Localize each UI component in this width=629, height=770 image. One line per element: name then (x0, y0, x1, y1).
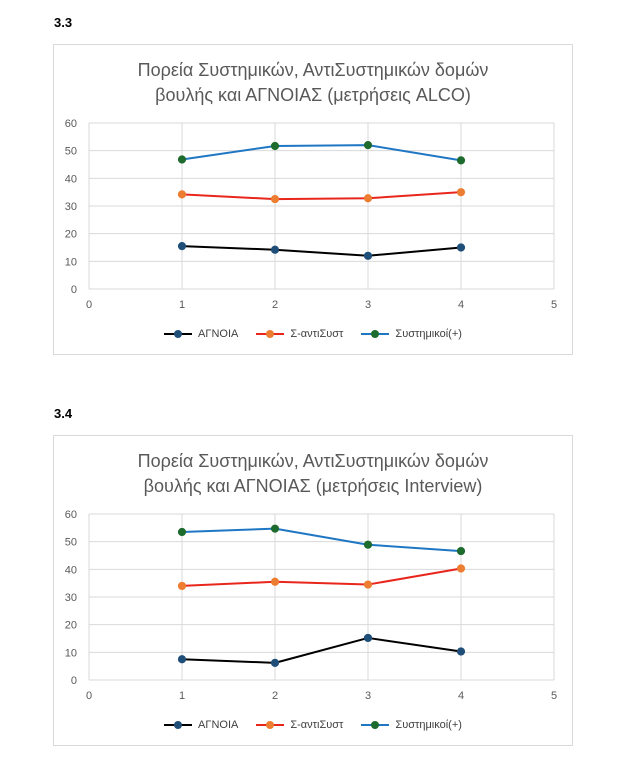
data-point-συστημικο (363, 141, 373, 150)
legend-item: ΑΓΝΟΙΑ (164, 719, 238, 731)
chart-panel-interview: Πορεία Συστημικών, ΑντιΣυστημικών δομών … (53, 435, 573, 746)
series-line-αγνοια (181, 636, 462, 664)
data-point-αγνοια (270, 245, 280, 254)
series-line-συστημικο (181, 144, 462, 162)
legend-swatch (361, 329, 390, 339)
x-tick-label: 5 (551, 690, 557, 702)
data-point-αγνοια (456, 243, 466, 252)
data-point-σ-αντισυστ (456, 564, 466, 573)
x-tick-label: 3 (365, 299, 371, 311)
x-tick-label: 4 (458, 690, 464, 702)
chart-legend: ΑΓΝΟΙΑ Σ-αντιΣυστ Συστημικοί(+) (54, 328, 572, 340)
y-tick-label: 0 (71, 675, 77, 687)
data-point-συστημικο (270, 141, 280, 151)
y-tick-label: 20 (65, 229, 77, 241)
legend-label: Συστημικοί(+) (395, 328, 462, 340)
data-point-συστημικο (363, 540, 373, 549)
chart-title: Πορεία Συστημικών, ΑντιΣυστημικών δομών … (137, 451, 489, 496)
data-point-συστημικο (177, 527, 187, 537)
data-point-αγνοια (456, 647, 466, 656)
y-tick-label: 30 (65, 592, 77, 604)
x-tick-label: 5 (551, 299, 557, 311)
y-tick-label: 40 (65, 173, 77, 185)
chart-title: Πορεία Συστημικών, ΑντιΣυστημικών δομών … (137, 60, 489, 105)
y-tick-label: 60 (65, 509, 77, 521)
x-tick-label: 1 (179, 299, 185, 311)
x-tick-label: 0 (86, 690, 92, 702)
data-point-συστημικο (456, 546, 466, 556)
data-point-συστημικο (177, 155, 187, 164)
y-tick-label: 50 (65, 146, 77, 158)
x-tick-label: 4 (458, 299, 464, 311)
x-tick-label: 2 (272, 690, 278, 702)
x-tick-label: 0 (86, 299, 92, 311)
x-tick-label: 2 (272, 299, 278, 311)
chart-plot-area: 0 10 20 30 40 50 60 0 1 2 3 4 5 (65, 118, 557, 311)
chart-panel-alco: Πορεία Συστημικών, ΑντιΣυστημικών δομών … (53, 44, 573, 355)
data-point-σ-αντισυστ (177, 581, 187, 591)
data-point-αγνοια (270, 658, 280, 667)
x-tick-label: 3 (365, 690, 371, 702)
y-tick-label: 60 (65, 118, 77, 130)
legend-swatch (164, 720, 193, 730)
series-line-αγνοια (181, 245, 462, 257)
data-point-αγνοια (177, 655, 187, 664)
legend-label: ΑΓΝΟΙΑ (198, 328, 239, 340)
y-tick-label: 10 (65, 647, 77, 659)
legend-item: Σ-αντιΣυστ (256, 719, 343, 731)
section-label-3-4: 3.4 (54, 406, 73, 421)
y-tick-label: 20 (65, 620, 77, 632)
legend-label: ΑΓΝΟΙΑ (198, 719, 239, 731)
y-tick-label: 50 (65, 537, 77, 549)
legend-item: Συστημικοί(+) (361, 719, 462, 731)
data-point-αγνοια (363, 251, 373, 260)
data-point-σ-αντισυστ (270, 577, 280, 586)
legend-swatch (256, 720, 285, 730)
data-point-σ-αντισυστ (363, 194, 373, 203)
data-point-σ-αντισυστ (270, 194, 280, 204)
series-line-σ-αντισυστ (181, 191, 462, 201)
legend-label: Συστημικοί(+) (395, 719, 462, 731)
x-tick-label: 1 (179, 690, 185, 702)
chart-plot-area: 0 10 20 30 40 50 60 0 1 2 3 4 5 (65, 509, 557, 702)
data-point-αγνοια (177, 242, 187, 251)
data-point-αγνοια (363, 633, 373, 643)
legend-swatch (256, 329, 285, 339)
legend-item: ΑΓΝΟΙΑ (164, 328, 238, 340)
data-point-συστημικο (270, 524, 280, 533)
legend-label: Σ-αντιΣυστ (290, 719, 344, 731)
data-point-σ-αντισυστ (456, 188, 466, 197)
chart-legend: ΑΓΝΟΙΑ Σ-αντιΣυστ Συστημικοί(+) (54, 719, 572, 731)
legend-swatch (361, 720, 390, 730)
y-tick-label: 0 (71, 284, 77, 296)
legend-swatch (164, 329, 193, 339)
y-tick-label: 10 (65, 256, 77, 268)
y-tick-label: 30 (65, 201, 77, 213)
legend-label: Σ-αντιΣυστ (290, 328, 344, 340)
legend-item: Σ-αντιΣυστ (256, 328, 343, 340)
legend-item: Συστημικοί(+) (361, 328, 462, 340)
data-point-σ-αντισυστ (177, 190, 187, 199)
section-label-3-3: 3.3 (54, 15, 73, 30)
y-tick-label: 40 (65, 564, 77, 576)
data-point-συστημικο (456, 156, 466, 165)
series-line-σ-αντισυστ (181, 567, 462, 587)
series-line-συστημικο (181, 527, 462, 553)
data-point-σ-αντισυστ (363, 580, 373, 589)
